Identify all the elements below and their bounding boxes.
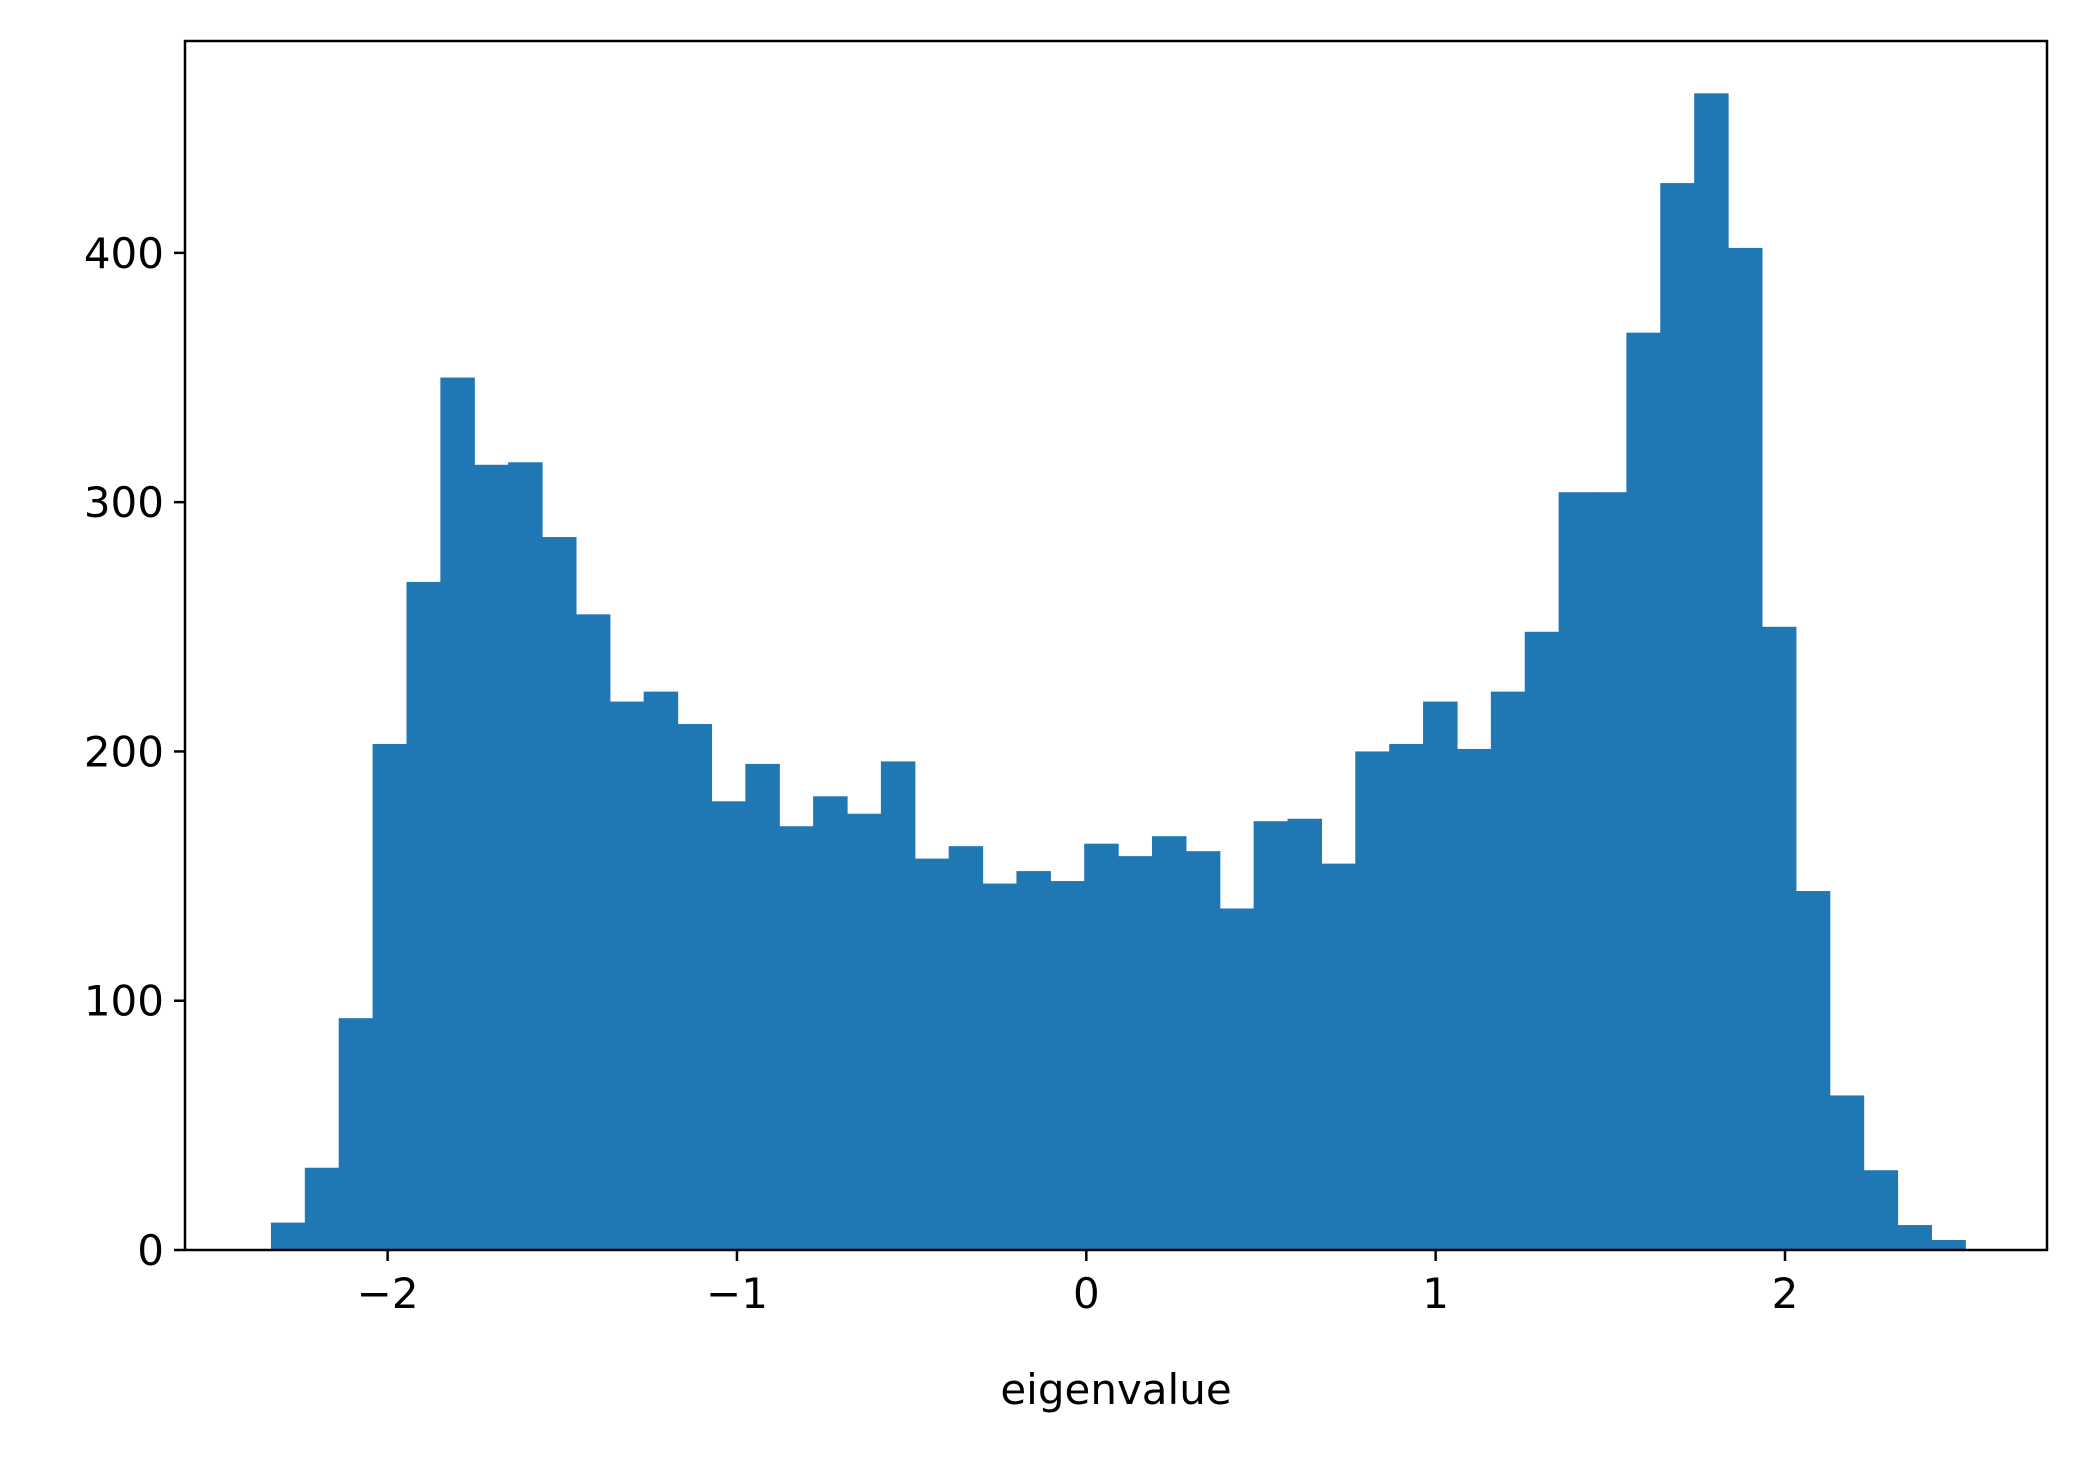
x-tick-label: −1 (706, 1269, 768, 1318)
histogram-bar (1660, 183, 1695, 1251)
y-axis-ticks: 0 100 200 300 400 (84, 229, 185, 1275)
histogram-bar (779, 826, 814, 1250)
y-tick-label: 400 (84, 229, 164, 278)
histogram-bar (1761, 626, 1797, 1250)
histogram-bar (1456, 748, 1492, 1250)
histogram-bars (270, 93, 1966, 1251)
x-tick-label: 2 (1772, 1269, 1799, 1318)
histogram-bar (1423, 701, 1458, 1250)
histogram-bar (338, 1018, 374, 1250)
histogram-bar (880, 761, 916, 1250)
histogram-bar (609, 701, 645, 1250)
histogram-bar (1558, 492, 1594, 1250)
histogram-bar (1287, 818, 1323, 1250)
histogram-bar (1829, 1095, 1865, 1250)
histogram-bar (1728, 247, 1763, 1251)
histogram-bar (372, 743, 408, 1250)
histogram-bar (847, 813, 882, 1250)
histogram-bar (406, 581, 441, 1250)
x-tick-label: −2 (357, 1269, 419, 1318)
histogram-bar (575, 614, 611, 1250)
histogram-bar (1321, 863, 1356, 1250)
histogram-bar (1592, 492, 1627, 1250)
histogram-bar (711, 801, 746, 1250)
histogram-bar (474, 464, 509, 1250)
histogram-bar (1897, 1225, 1932, 1250)
histogram-bar (643, 691, 679, 1250)
histogram-bar (948, 846, 984, 1250)
histogram-bar (677, 724, 713, 1250)
histogram-bar (1626, 332, 1661, 1251)
histogram-bar (1795, 891, 1831, 1250)
histogram-bar (1490, 691, 1526, 1250)
histogram-bar (982, 883, 1018, 1250)
histogram-bar (1050, 881, 1085, 1250)
x-axis-label: eigenvalue (1000, 1365, 1231, 1414)
histogram-bar (813, 796, 848, 1250)
histogram-bar (1694, 93, 1729, 1250)
histogram-bar (914, 858, 950, 1250)
histogram-bar (1016, 871, 1051, 1250)
plot-frame (183, 39, 2049, 1252)
histogram-bar (1863, 1170, 1899, 1250)
x-tick-label: 1 (1422, 1269, 1449, 1318)
y-tick-label: 300 (84, 478, 164, 527)
histogram-bar (1219, 908, 1255, 1250)
histogram-bar (1253, 821, 1289, 1250)
histogram-bar (1355, 751, 1390, 1250)
x-tick-label: 0 (1073, 1269, 1100, 1318)
histogram-bar (304, 1167, 340, 1250)
histogram-bar (270, 1222, 306, 1250)
histogram-bar (1524, 631, 1560, 1250)
histogram-bar (508, 462, 543, 1251)
histogram-bar (1931, 1240, 1966, 1250)
x-axis-ticks: −2 −1 0 1 2 (357, 1250, 1799, 1318)
histogram-bar (745, 763, 780, 1250)
histogram-bar (1185, 851, 1221, 1250)
histogram-bar (440, 377, 475, 1251)
y-tick-label: 100 (84, 977, 164, 1026)
histogram-bar (1084, 843, 1119, 1250)
y-tick-label: 0 (137, 1226, 164, 1275)
y-tick-label: 200 (84, 727, 164, 776)
histogram-bar (1118, 856, 1153, 1250)
histogram-bar (1151, 836, 1187, 1250)
histogram-bar (1389, 743, 1424, 1250)
histogram-bar (542, 537, 577, 1250)
